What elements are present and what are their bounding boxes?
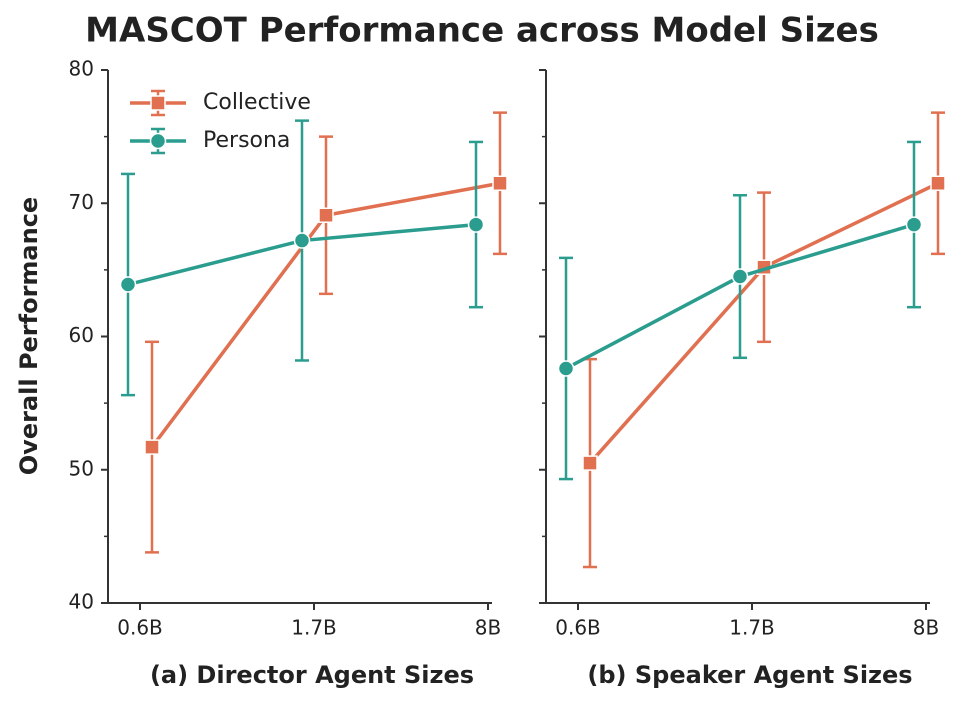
marker [293, 232, 311, 249]
figure-title: MASCOT Performance across Model Sizes [85, 11, 879, 51]
y-tick-label: 40 [69, 590, 94, 614]
y-axis-label: Overall Performance [15, 197, 43, 475]
marker [731, 268, 749, 285]
x-axis-label: (a) Director Agent Sizes [150, 661, 474, 689]
marker [149, 132, 167, 150]
marker [467, 216, 485, 233]
y-tick-label: 70 [69, 190, 94, 214]
marker [150, 95, 166, 111]
marker [905, 216, 923, 233]
marker [318, 207, 334, 223]
marker [492, 175, 508, 192]
x-tick-label: 8B [913, 616, 939, 640]
y-tick-label: 80 [69, 57, 94, 81]
x-tick-label: 0.6B [117, 616, 163, 640]
x-tick-label: 0.6B [555, 616, 601, 640]
x-tick-label: 8B [475, 616, 501, 640]
y-tick-label: 50 [69, 456, 94, 480]
legend-label: Collective [203, 90, 311, 115]
marker [119, 276, 137, 293]
marker [557, 360, 575, 377]
marker [582, 455, 598, 471]
x-tick-label: 1.7B [729, 616, 775, 640]
x-axis-label: (b) Speaker Agent Sizes [587, 661, 912, 689]
x-tick-label: 1.7B [291, 616, 337, 640]
marker [144, 439, 160, 455]
legend-label: Persona [203, 128, 290, 153]
y-tick-label: 60 [69, 323, 94, 347]
marker [930, 175, 946, 192]
